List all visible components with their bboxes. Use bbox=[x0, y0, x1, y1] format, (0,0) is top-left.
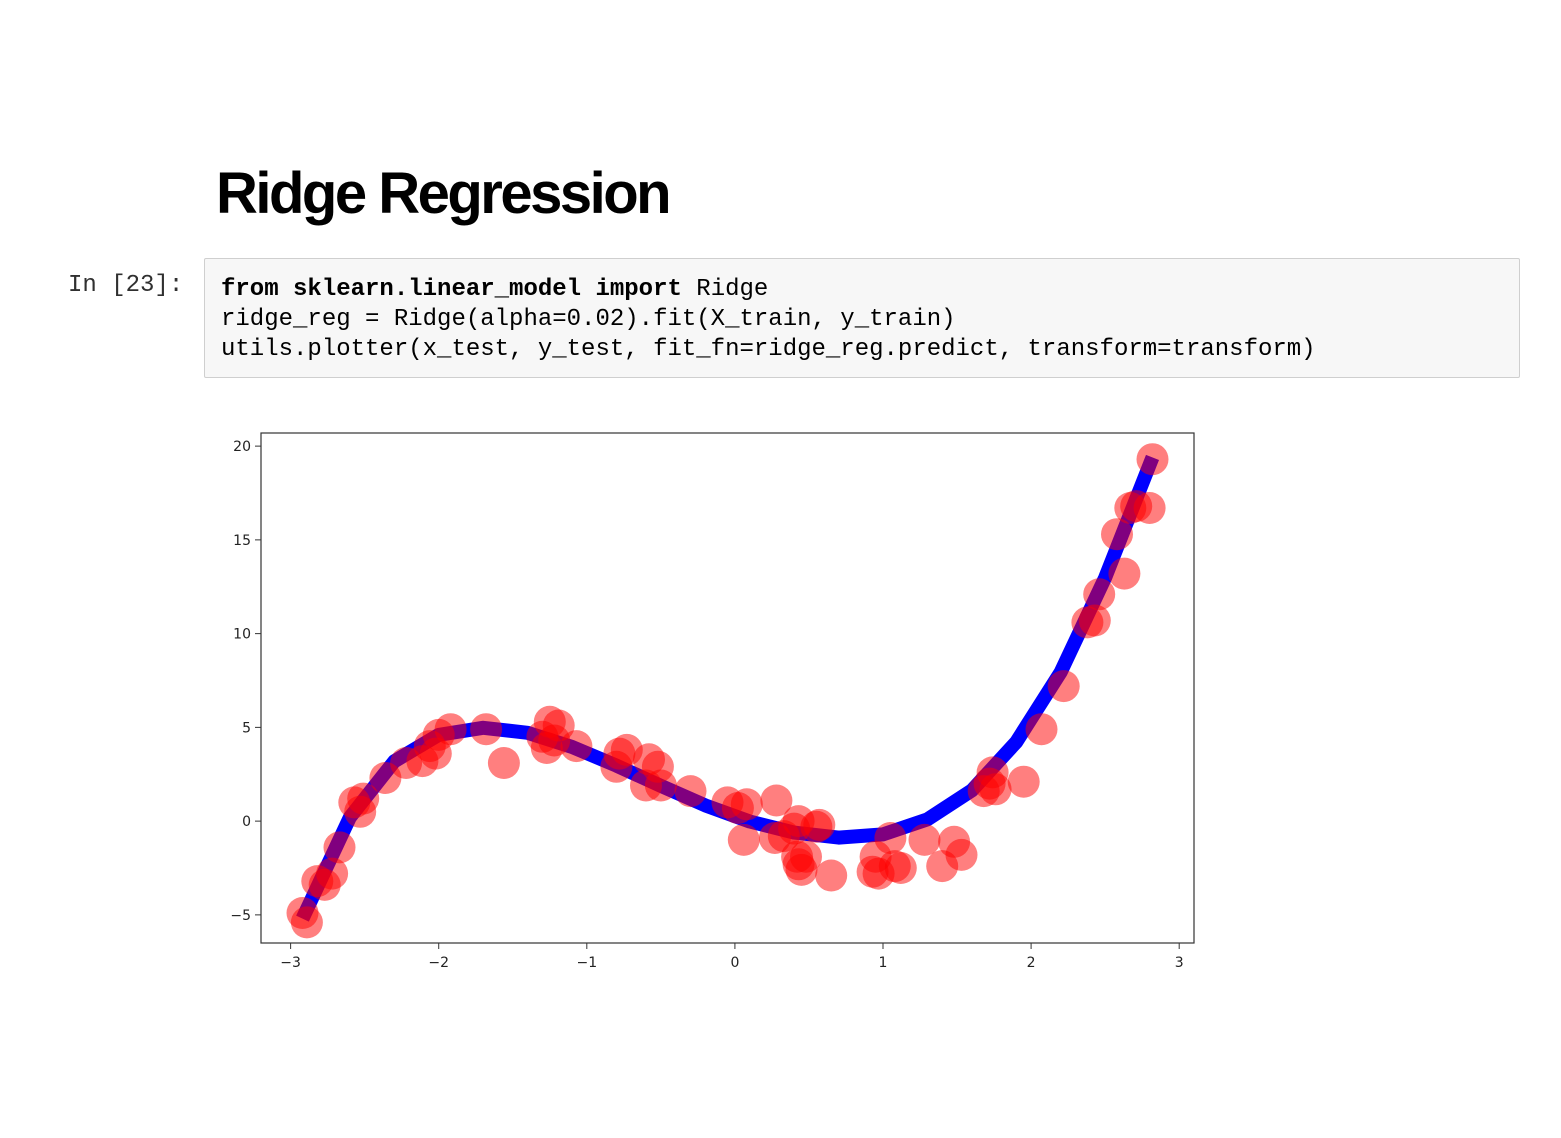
scatter-point bbox=[979, 773, 1012, 806]
y-tick-label: 15 bbox=[233, 533, 251, 549]
scatter-point bbox=[434, 713, 467, 746]
scatter-point bbox=[884, 852, 917, 884]
output-plot: −3 −2 −1 0 1 2 3 −5 0 5 10 15 20 bbox=[230, 432, 1195, 971]
plot-marks bbox=[286, 443, 1169, 939]
scatter-point bbox=[347, 782, 380, 815]
code-line-3: utils.plotter(x_test, y_test, fit_fn=rid… bbox=[221, 336, 1316, 363]
scatter-point bbox=[1025, 713, 1058, 746]
scatter-point bbox=[560, 730, 593, 763]
x-tick-label: 0 bbox=[730, 955, 739, 971]
scatter-point bbox=[323, 831, 356, 864]
scatter-point bbox=[803, 808, 836, 841]
x-tick-label: −1 bbox=[576, 955, 597, 971]
scatter-point bbox=[760, 784, 793, 817]
cell-input-prompt: In [23]: bbox=[68, 272, 184, 299]
scatter-point bbox=[730, 788, 763, 821]
scatter-point bbox=[1078, 604, 1111, 637]
keyword-import: import bbox=[595, 276, 682, 303]
scatter-point bbox=[674, 775, 707, 808]
y-tick-label: 20 bbox=[233, 439, 251, 455]
code-text[interactable]: from sklearn.linear_model import Ridge ri… bbox=[221, 275, 1316, 365]
y-tick-label: 0 bbox=[242, 814, 251, 830]
scatter-point bbox=[1047, 670, 1080, 703]
scatter-point bbox=[1101, 518, 1133, 551]
scatter-point bbox=[487, 747, 520, 779]
scatter-point bbox=[945, 838, 978, 871]
code-line-2: ridge_reg = Ridge(alpha=0.02).fit(X_trai… bbox=[221, 306, 956, 333]
y-tick-label: 5 bbox=[242, 720, 251, 736]
scatter-point bbox=[290, 906, 323, 939]
y-axis: −5 0 5 10 15 20 bbox=[230, 439, 261, 924]
axes-frame bbox=[260, 432, 1195, 944]
scatter-point bbox=[815, 859, 848, 892]
x-axis: −3 −2 −1 0 1 2 3 bbox=[280, 943, 1184, 971]
scatter-point bbox=[908, 823, 941, 856]
code-cell-editor[interactable]: from sklearn.linear_model import Ridge ri… bbox=[204, 258, 1520, 378]
scatter-point bbox=[470, 713, 503, 746]
scatter-point bbox=[1136, 443, 1169, 476]
scatter-point bbox=[316, 857, 349, 890]
x-tick-label: −2 bbox=[428, 955, 449, 971]
scatter-point bbox=[790, 840, 822, 873]
scatter-point bbox=[1083, 578, 1116, 611]
scatter-point bbox=[1108, 557, 1141, 590]
x-tick-label: 2 bbox=[1027, 955, 1036, 971]
scatter-point bbox=[644, 769, 677, 802]
scatter-point bbox=[727, 823, 760, 856]
module-name: sklearn.linear_model bbox=[293, 276, 582, 303]
x-tick-label: −3 bbox=[280, 955, 301, 971]
scatter-point bbox=[1007, 765, 1040, 798]
notebook-heading: Ridge Regression bbox=[216, 161, 672, 226]
x-tick-label: 3 bbox=[1175, 955, 1184, 971]
imported-name: Ridge bbox=[696, 276, 769, 303]
y-tick-label: −5 bbox=[230, 908, 251, 924]
y-tick-label: 10 bbox=[233, 627, 251, 643]
fit-line bbox=[296, 454, 1160, 922]
code-line-1: from sklearn.linear_model import Ridge bbox=[221, 275, 1316, 305]
x-tick-label: 1 bbox=[879, 955, 888, 971]
scatter-point bbox=[874, 822, 907, 854]
scatter-point bbox=[1133, 492, 1166, 524]
keyword-from: from bbox=[221, 276, 279, 303]
